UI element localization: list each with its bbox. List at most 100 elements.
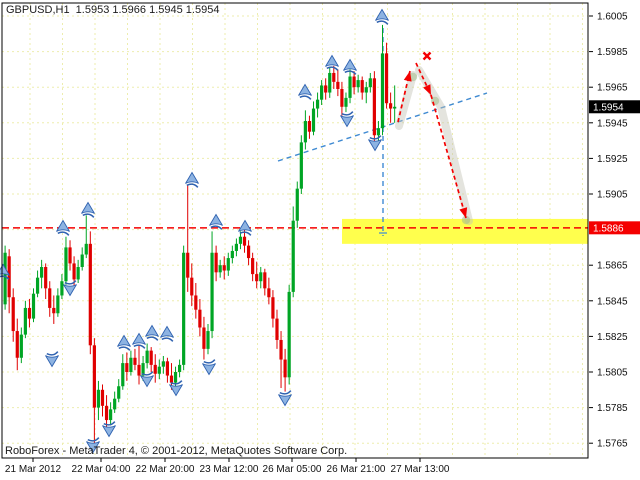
svg-text:1.5765: 1.5765 — [597, 439, 628, 450]
fractal-down-arrow-icon — [278, 390, 292, 407]
svg-text:1.5965: 1.5965 — [597, 83, 628, 94]
candle-body — [52, 307, 56, 314]
candle-body — [226, 258, 230, 271]
x-marker[interactable] — [422, 51, 432, 61]
candle-body — [121, 363, 125, 387]
svg-text:1.5886: 1.5886 — [593, 223, 624, 234]
candle-body — [372, 78, 376, 136]
svg-text:1.6005: 1.6005 — [597, 12, 628, 23]
candle-body — [251, 258, 255, 275]
candle-body — [133, 357, 137, 365]
candle-body — [324, 85, 328, 93]
current-price-label: 1.5954 — [589, 100, 640, 114]
forecast-ghost-strokes — [395, 66, 473, 225]
candle-body — [271, 297, 275, 319]
candle-body — [40, 266, 44, 278]
candle-body — [100, 389, 105, 406]
candle-body — [157, 366, 161, 374]
svg-text:1.5905: 1.5905 — [597, 190, 628, 201]
candle-body — [76, 266, 80, 280]
candle-body — [177, 364, 182, 372]
candle-body — [376, 128, 381, 136]
candle-body — [283, 359, 287, 378]
fractal-down-arrow-icon — [102, 421, 116, 438]
fractal-up-arrow-icon — [160, 325, 174, 342]
fractal-up-arrow-icon — [238, 219, 252, 236]
fractal-down-arrow-icon — [202, 359, 216, 376]
fractal-down-arrow-icon — [169, 380, 183, 397]
vertical-cursor-line[interactable] — [379, 28, 387, 236]
candle-body — [104, 405, 109, 421]
candle-body — [263, 272, 267, 289]
candle-body — [48, 288, 52, 308]
svg-text:26 Mar 05:00: 26 Mar 05:00 — [263, 464, 322, 475]
time-axis: 21 Mar 2012 22 Mar 04:00 22 Mar 20:00 23 Ma… — [5, 458, 450, 475]
candle-body — [328, 72, 332, 93]
candle-body — [11, 297, 15, 332]
alert-price-label: 1.5886 — [589, 221, 640, 235]
fractal-down-arrow-icon — [45, 351, 59, 368]
candle-body — [64, 247, 68, 282]
candle-body — [125, 363, 129, 372]
candle-body — [117, 386, 121, 399]
fractal-up-arrow-icon — [185, 171, 199, 188]
candle-body — [303, 121, 307, 143]
candle-body — [44, 266, 48, 289]
candle-body — [173, 372, 178, 383]
candle-body — [307, 121, 312, 132]
price-axis: 1.6005 1.5985 1.5965 1.5945 1.5925 1.5905 1.58… — [589, 12, 628, 450]
svg-text:27 Mar 13:00: 27 Mar 13:00 — [391, 464, 450, 475]
candle-body — [113, 398, 117, 410]
svg-text:1.5825: 1.5825 — [597, 332, 628, 343]
candle-body — [389, 103, 393, 109]
candle-body — [15, 331, 19, 358]
fractal-up-arrow-icon — [132, 332, 146, 349]
candle-body — [31, 293, 36, 319]
candle-body — [153, 364, 157, 374]
candle-body — [352, 76, 356, 88]
candle-body — [368, 78, 372, 88]
candle-body — [186, 252, 190, 278]
svg-text:1.5954: 1.5954 — [593, 102, 624, 113]
candle-body — [3, 252, 7, 305]
candle-body — [315, 99, 320, 109]
fractal-down-arrow-icon — [63, 280, 77, 297]
candle-body — [206, 331, 210, 349]
candle-body — [287, 291, 291, 378]
candle-body — [145, 350, 149, 364]
candle-body — [68, 247, 72, 264]
candle-body — [234, 243, 239, 251]
candle-body — [348, 76, 352, 98]
fractal-down-markers — [45, 111, 382, 454]
candle-body — [169, 375, 174, 383]
chart-title: GBPUSD,H1 1.5953 1.5966 1.5945 1.5954 — [6, 4, 220, 16]
candle-body — [279, 339, 283, 360]
candle-body — [299, 142, 303, 189]
candle-body — [88, 243, 92, 346]
grid-lines — [2, 3, 588, 458]
candle-body — [336, 81, 340, 89]
candle-body — [344, 97, 348, 107]
candle-body — [214, 252, 218, 273]
fractal-down-arrow-icon — [86, 437, 100, 454]
fractal-up-arrow-icon — [56, 219, 70, 236]
candle-body — [109, 409, 113, 421]
candle-body — [275, 318, 279, 340]
fractal-up-arrow-icon — [298, 83, 312, 100]
forecast-arrows[interactable] — [397, 62, 468, 219]
copyright-text: RoboForex - MetaTrader 4, © 2001-2012, M… — [5, 445, 348, 457]
candle-body — [194, 295, 198, 310]
candle-body — [165, 361, 170, 376]
candle-body — [141, 363, 145, 376]
candle-body — [198, 309, 202, 328]
svg-text:21 Mar 2012: 21 Mar 2012 — [5, 464, 62, 475]
candle-body — [360, 80, 364, 93]
candle-body — [311, 108, 316, 132]
candle-body — [137, 364, 141, 376]
fractal-down-arrow-icon — [340, 111, 354, 128]
candle-body — [340, 88, 344, 107]
candle-body — [259, 272, 263, 282]
svg-text:22 Mar 04:00: 22 Mar 04:00 — [72, 464, 131, 475]
svg-text:26 Mar 21:00: 26 Mar 21:00 — [327, 464, 386, 475]
